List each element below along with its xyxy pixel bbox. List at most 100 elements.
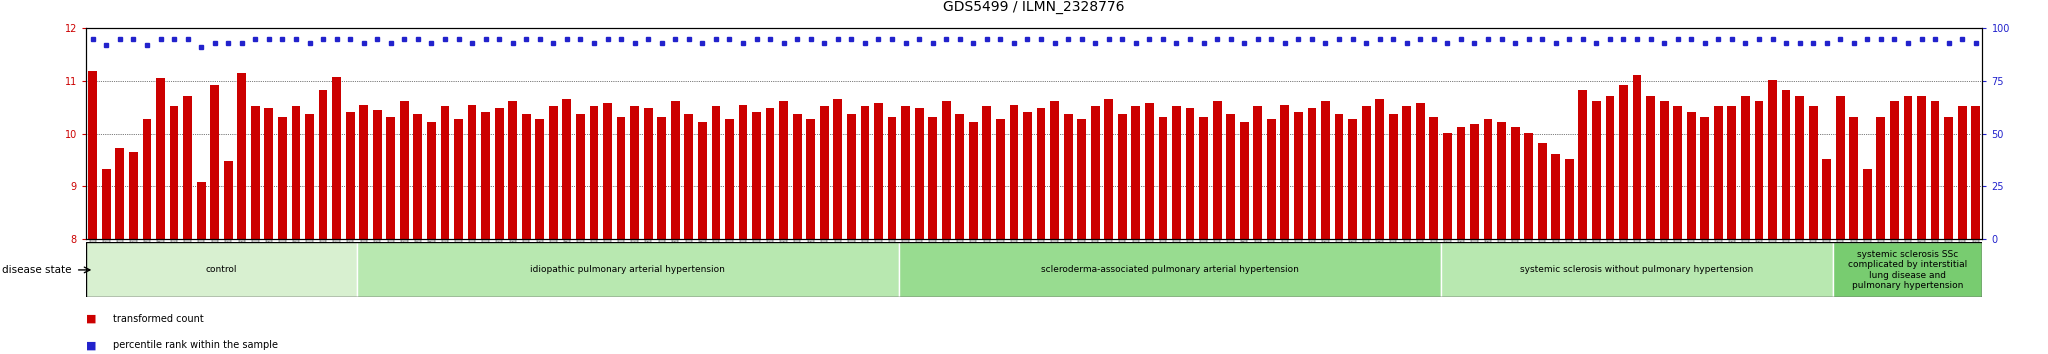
Bar bbox=[778, 101, 788, 239]
Bar bbox=[1647, 96, 1655, 239]
Bar bbox=[1321, 101, 1329, 239]
Bar bbox=[1917, 96, 1925, 239]
Bar bbox=[684, 114, 692, 239]
Bar bbox=[238, 73, 246, 239]
Bar bbox=[1171, 106, 1182, 239]
Bar bbox=[1294, 112, 1303, 239]
Bar bbox=[1972, 106, 1980, 239]
Bar bbox=[1833, 242, 1982, 297]
Bar bbox=[1159, 117, 1167, 239]
Bar bbox=[657, 117, 666, 239]
Bar bbox=[1688, 112, 1696, 239]
Bar bbox=[1538, 143, 1546, 239]
Bar bbox=[1212, 101, 1221, 239]
Bar bbox=[1200, 117, 1208, 239]
Bar bbox=[1849, 117, 1858, 239]
Bar bbox=[1632, 75, 1640, 239]
Bar bbox=[1903, 96, 1913, 239]
Bar bbox=[143, 119, 152, 239]
Bar bbox=[1823, 159, 1831, 239]
Bar bbox=[1931, 101, 1939, 239]
Bar bbox=[549, 106, 557, 239]
Bar bbox=[1444, 133, 1452, 239]
Bar bbox=[319, 91, 328, 239]
Bar bbox=[1808, 106, 1817, 239]
Bar bbox=[1700, 117, 1710, 239]
Bar bbox=[1335, 114, 1343, 239]
Bar bbox=[115, 148, 125, 239]
Bar bbox=[807, 119, 815, 239]
Bar bbox=[522, 114, 530, 239]
Bar bbox=[1077, 119, 1085, 239]
Bar bbox=[1145, 103, 1153, 239]
Bar bbox=[129, 152, 137, 239]
Bar bbox=[969, 122, 977, 239]
Bar bbox=[1767, 80, 1778, 239]
Text: GDS5499 / ILMN_2328776: GDS5499 / ILMN_2328776 bbox=[944, 0, 1124, 14]
Bar bbox=[1456, 127, 1464, 239]
Bar bbox=[346, 112, 354, 239]
Text: systemic sclerosis without pulmonary hypertension: systemic sclerosis without pulmonary hyp… bbox=[1520, 266, 1753, 274]
Bar bbox=[983, 106, 991, 239]
Bar bbox=[1714, 106, 1722, 239]
Text: disease state: disease state bbox=[2, 265, 72, 275]
Text: idiopathic pulmonary arterial hypertension: idiopathic pulmonary arterial hypertensi… bbox=[530, 266, 725, 274]
Bar bbox=[1348, 119, 1358, 239]
Text: control: control bbox=[205, 266, 238, 274]
Bar bbox=[995, 119, 1006, 239]
Bar bbox=[1606, 96, 1614, 239]
Bar bbox=[252, 106, 260, 239]
Bar bbox=[88, 72, 96, 239]
Bar bbox=[356, 242, 899, 297]
Bar bbox=[1362, 106, 1370, 239]
Bar bbox=[170, 106, 178, 239]
Bar bbox=[481, 112, 489, 239]
Bar bbox=[264, 108, 272, 239]
Bar bbox=[1051, 101, 1059, 239]
Bar bbox=[387, 117, 395, 239]
Bar bbox=[1010, 105, 1018, 239]
Bar bbox=[428, 122, 436, 239]
Bar bbox=[1958, 106, 1966, 239]
Bar bbox=[698, 122, 707, 239]
Bar bbox=[915, 108, 924, 239]
Bar bbox=[1092, 106, 1100, 239]
Bar bbox=[739, 105, 748, 239]
Bar bbox=[440, 106, 449, 239]
Bar bbox=[1659, 101, 1669, 239]
Bar bbox=[616, 117, 625, 239]
Bar bbox=[197, 182, 205, 239]
Bar bbox=[1579, 91, 1587, 239]
Bar bbox=[1726, 106, 1737, 239]
Bar bbox=[1104, 99, 1114, 239]
Bar bbox=[373, 110, 381, 239]
Text: scleroderma-associated pulmonary arterial hypertension: scleroderma-associated pulmonary arteria… bbox=[1040, 266, 1298, 274]
Bar bbox=[1524, 133, 1534, 239]
Bar bbox=[399, 101, 410, 239]
Bar bbox=[1755, 101, 1763, 239]
Bar bbox=[1130, 106, 1141, 239]
Bar bbox=[156, 78, 166, 239]
Bar bbox=[575, 114, 586, 239]
Bar bbox=[1591, 101, 1602, 239]
Text: ■: ■ bbox=[86, 314, 96, 324]
Bar bbox=[1890, 101, 1898, 239]
Bar bbox=[874, 103, 883, 239]
Bar bbox=[1415, 103, 1425, 239]
Bar bbox=[1782, 91, 1790, 239]
Bar bbox=[211, 85, 219, 239]
Bar bbox=[590, 106, 598, 239]
Bar bbox=[414, 114, 422, 239]
Text: transformed count: transformed count bbox=[113, 314, 203, 324]
Bar bbox=[819, 106, 829, 239]
Bar bbox=[793, 114, 801, 239]
Bar bbox=[1268, 119, 1276, 239]
Bar bbox=[1944, 117, 1954, 239]
Bar bbox=[496, 108, 504, 239]
Bar bbox=[1835, 96, 1845, 239]
Bar bbox=[1036, 108, 1044, 239]
Bar bbox=[834, 99, 842, 239]
Bar bbox=[1403, 106, 1411, 239]
Bar bbox=[901, 106, 909, 239]
Bar bbox=[102, 170, 111, 239]
